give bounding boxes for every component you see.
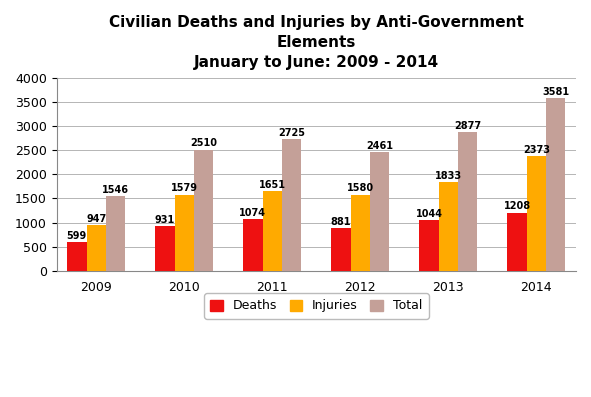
Text: 1651: 1651 xyxy=(259,180,286,190)
Text: 1044: 1044 xyxy=(415,209,443,219)
Text: 1579: 1579 xyxy=(171,183,198,193)
Bar xyxy=(419,220,439,271)
Bar xyxy=(106,196,125,271)
Bar xyxy=(507,212,527,271)
Text: 1833: 1833 xyxy=(435,171,462,181)
Title: Civilian Deaths and Injuries by Anti-Government
Elements
January to June: 2009 -: Civilian Deaths and Injuries by Anti-Gov… xyxy=(109,15,524,69)
Text: 2877: 2877 xyxy=(454,121,481,131)
Bar xyxy=(282,139,301,271)
Text: 2373: 2373 xyxy=(523,145,550,155)
Bar xyxy=(350,195,370,271)
Text: 947: 947 xyxy=(86,214,106,224)
Bar xyxy=(262,191,282,271)
Bar xyxy=(194,150,213,271)
Bar xyxy=(174,195,194,271)
Bar xyxy=(332,228,350,271)
Text: 931: 931 xyxy=(155,215,175,225)
Text: 2510: 2510 xyxy=(190,139,217,148)
Text: 1546: 1546 xyxy=(102,185,129,195)
Text: 599: 599 xyxy=(67,231,87,241)
Legend: Deaths, Injuries, Total: Deaths, Injuries, Total xyxy=(204,293,428,319)
Bar xyxy=(439,182,458,271)
Bar xyxy=(527,156,546,271)
Text: 2725: 2725 xyxy=(278,128,305,138)
Bar xyxy=(155,226,174,271)
Bar xyxy=(243,219,262,271)
Text: 1074: 1074 xyxy=(239,208,267,218)
Bar xyxy=(458,132,478,271)
Bar xyxy=(370,152,389,271)
Bar xyxy=(86,225,106,271)
Text: 881: 881 xyxy=(331,217,351,227)
Text: 1208: 1208 xyxy=(504,201,531,211)
Text: 2461: 2461 xyxy=(366,141,393,151)
Text: 1580: 1580 xyxy=(347,183,374,193)
Text: 3581: 3581 xyxy=(542,87,569,97)
Bar xyxy=(67,242,86,271)
Bar xyxy=(546,98,566,271)
